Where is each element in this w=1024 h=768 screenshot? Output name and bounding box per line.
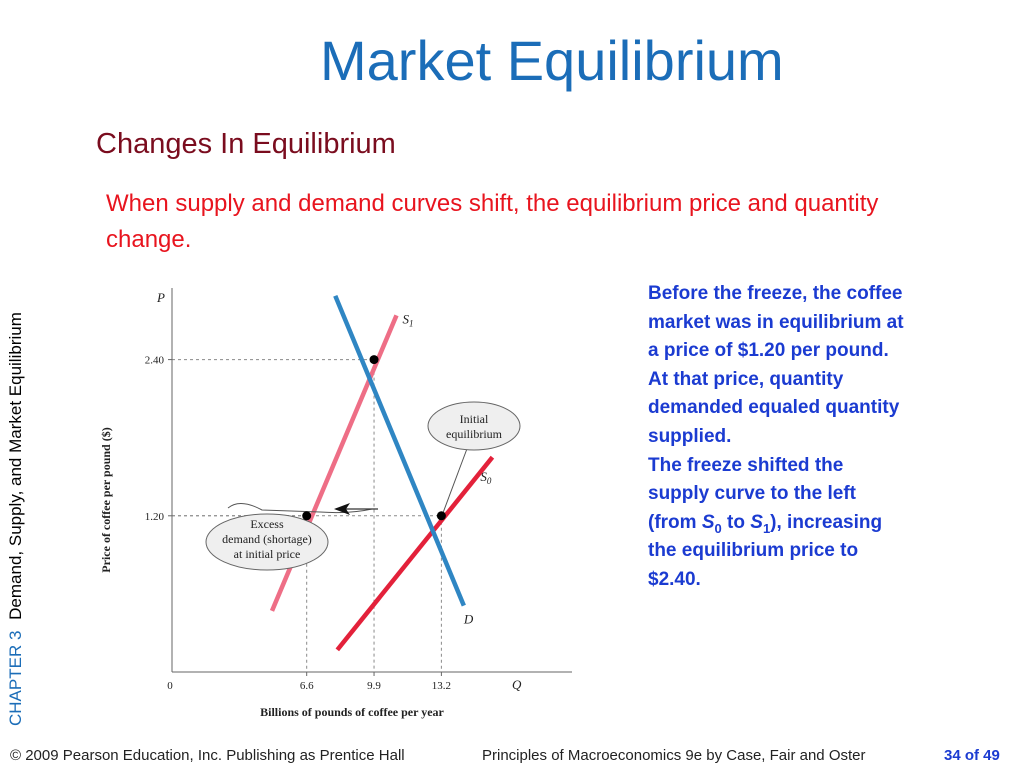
explanation-p3: The freeze shifted the supply curve to t… [648, 452, 908, 595]
slide-subtitle: Changes In Equilibrium [96, 128, 396, 160]
curve-label-s1: S1 [402, 311, 413, 328]
shift-arrowhead [334, 503, 350, 515]
callout-excess-line-2: at initial price [234, 547, 301, 561]
curve-label-d: D [463, 612, 474, 627]
callout-initial-line-0: Initial [460, 412, 489, 426]
point-new [369, 355, 379, 365]
footer-copyright: © 2009 Pearson Education, Inc. Publishin… [10, 747, 405, 764]
explanation-to: to [721, 511, 751, 533]
callout-initial-bubble [427, 401, 521, 451]
y-tick-label-1-20: 1.20 [145, 511, 165, 523]
explanation-p3-start: The freeze shifted the supply curve to t… [648, 454, 856, 533]
footer: © 2009 Pearson Education, Inc. Publishin… [0, 744, 1024, 768]
y-axis-symbol: P [156, 290, 165, 305]
origin-label: 0 [167, 680, 173, 692]
footer-book-title: Principles of Macroeconomics 9e by Case,… [482, 747, 866, 764]
x-tick-label-6-6: 6.6 [300, 680, 314, 692]
explanation-p2: At that price, quantity demanded equaled… [648, 368, 900, 447]
explanation-s1: S [750, 511, 763, 533]
curve-d [333, 294, 466, 607]
point-initial [436, 511, 446, 521]
y-tick-label-2-40: 2.40 [145, 355, 165, 367]
intro-text: When supply and demand curves shift, the… [106, 190, 879, 253]
curve-s0 [335, 455, 495, 652]
explanation-p1: Before the freeze, the coffee market was… [648, 283, 904, 362]
slide-title: Market Equilibrium [320, 29, 784, 92]
callout-initial-pointer [442, 445, 469, 512]
explanation-s0: S [701, 511, 715, 533]
callout-excess-bracket [227, 503, 373, 514]
callout-excess-bubble [205, 513, 329, 571]
callout-excess-line-0: Excess [250, 517, 284, 531]
curve-label-s0: S0 [480, 469, 492, 486]
callout-excess-line-1: demand (shortage) [222, 532, 312, 546]
explanation-s1-sub: 1 [762, 520, 771, 536]
explanation-s0-sub: 0 [714, 520, 722, 536]
point-s1-at-initial-price [302, 511, 312, 521]
y-axis-title: Price of coffee per pound ($) [99, 427, 113, 572]
x-tick-label-9-9: 9.9 [367, 680, 381, 692]
x-tick-label-13-2: 13.2 [432, 680, 451, 692]
callout-initial-line-1: equilibrium [446, 427, 503, 441]
explanation-text: Before the freeze, the coffee market was… [648, 280, 908, 595]
footer-page-number: 34 of 49 [944, 747, 1000, 764]
x-axis-title: Billions of pounds of coffee per year [260, 705, 444, 719]
x-axis-symbol: Q [512, 677, 522, 692]
explanation-p3-end: ), increasing the equilibrium price to $… [648, 511, 883, 590]
